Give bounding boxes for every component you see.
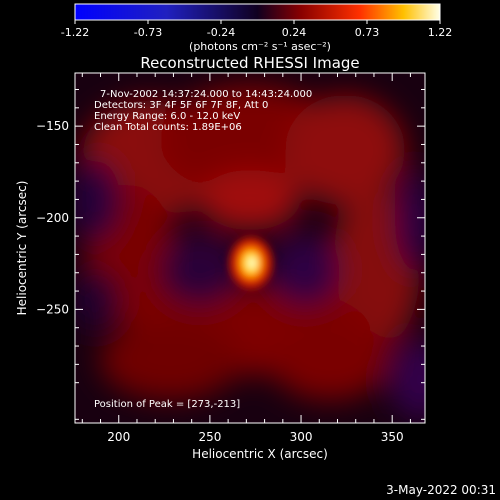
- colorbar-unit-label: (photons cm⁻² s⁻¹ asec⁻²): [189, 40, 331, 53]
- x-axis-label: Heliocentric X (arcsec): [192, 447, 328, 461]
- y-tick-label: −250: [36, 302, 69, 316]
- colorbar-tick-label: -0.24: [207, 26, 235, 39]
- y-tick-label: −200: [36, 211, 69, 225]
- colorbar: -1.22 -0.73 -0.24 0.24 0.73 1.22 (photons cm⁻…: [61, 3, 452, 53]
- chart-title: Reconstructed RHESSI Image: [140, 54, 359, 72]
- colorbar-tick-label: -1.22: [61, 26, 89, 39]
- colorbar-tick-label: 0.24: [282, 26, 307, 39]
- y-axis-ticks: −150 −200 −250: [36, 88, 425, 420]
- x-tick-label: 350: [381, 430, 404, 444]
- annotations: 7-Nov-2002 14:37:24.000 to 14:43:24.000D…: [94, 89, 312, 133]
- annotation-line: Detectors: 3F 4F 5F 6F 7F 8F, Att 0: [94, 100, 268, 111]
- heatmap-image: [75, 73, 425, 423]
- colorbar-tick-label: 1.22: [428, 26, 453, 39]
- plot-frame: [74, 72, 426, 424]
- colorbar-tick-label: -0.73: [134, 26, 162, 39]
- annotation-line: 7-Nov-2002 14:37:24.000 to 14:43:24.000: [100, 89, 312, 100]
- x-tick-label: 250: [198, 430, 221, 444]
- y-tick-label: −150: [36, 119, 69, 133]
- annotation-line: Clean Total counts: 1.89E+06: [94, 122, 242, 133]
- peak-position-label: Position of Peak = [273,-213]: [94, 399, 240, 410]
- x-tick-label: 300: [290, 430, 313, 444]
- x-tick-label: 200: [107, 430, 130, 444]
- colorbar-tick-label: 0.73: [355, 26, 380, 39]
- x-axis-ticks: 200 250 300 350: [81, 73, 411, 444]
- annotation-line: Energy Range: 6.0 - 12.0 keV: [94, 111, 240, 122]
- colorbar-gradient: [74, 3, 441, 21]
- colorbar-ticks: -1.22 -0.73 -0.24 0.24 0.73 1.22: [61, 20, 452, 39]
- y-axis-label: Heliocentric Y (arcsec): [15, 181, 29, 316]
- timestamp: 3-May-2022 00:31: [386, 483, 496, 497]
